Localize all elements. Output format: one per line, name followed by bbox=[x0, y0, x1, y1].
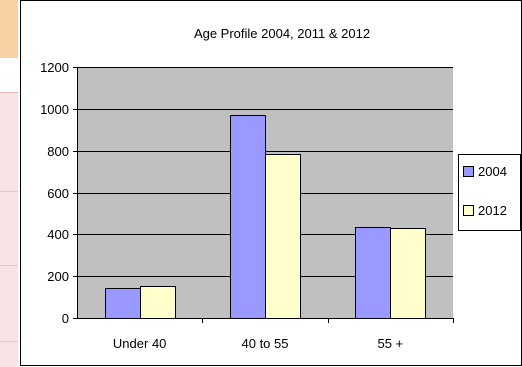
x-tick-label: 55 + bbox=[377, 336, 403, 351]
x-tick-label: Under 40 bbox=[113, 336, 166, 351]
y-tick-label: 600 bbox=[47, 186, 69, 201]
legend-swatch-2004 bbox=[463, 166, 474, 177]
legend-label-2012: 2012 bbox=[478, 203, 507, 218]
side-strip-bottom bbox=[0, 92, 18, 367]
bars bbox=[105, 115, 426, 319]
bar-2012 bbox=[265, 154, 301, 319]
side-strip-top bbox=[0, 0, 18, 58]
legend: 2004 2012 bbox=[458, 154, 521, 231]
y-tick-label: 0 bbox=[62, 311, 69, 326]
tick-labels: 0 200 400 600 800 1000 1200 Under 40 40 to 55 55 … bbox=[40, 60, 403, 351]
bar-chart: Age Profile 2004, 2011 & 2012 0 200 400 600… bbox=[20, 0, 522, 366]
bar-2012 bbox=[140, 286, 176, 319]
bar-2004 bbox=[355, 227, 391, 319]
y-tick-label: 200 bbox=[47, 269, 69, 284]
legend-swatch-2012 bbox=[463, 205, 474, 216]
y-tick-label: 1000 bbox=[40, 102, 69, 117]
y-tick-label: 800 bbox=[47, 144, 69, 159]
y-tick-label: 400 bbox=[47, 227, 69, 242]
legend-label-2004: 2004 bbox=[478, 164, 507, 179]
bar-2012 bbox=[390, 228, 426, 319]
bar-2004 bbox=[230, 115, 266, 319]
bar-2004 bbox=[105, 288, 141, 319]
x-tick-label: 40 to 55 bbox=[242, 336, 289, 351]
chart-title: Age Profile 2004, 2011 & 2012 bbox=[194, 26, 370, 41]
y-tick-label: 1200 bbox=[40, 60, 69, 75]
